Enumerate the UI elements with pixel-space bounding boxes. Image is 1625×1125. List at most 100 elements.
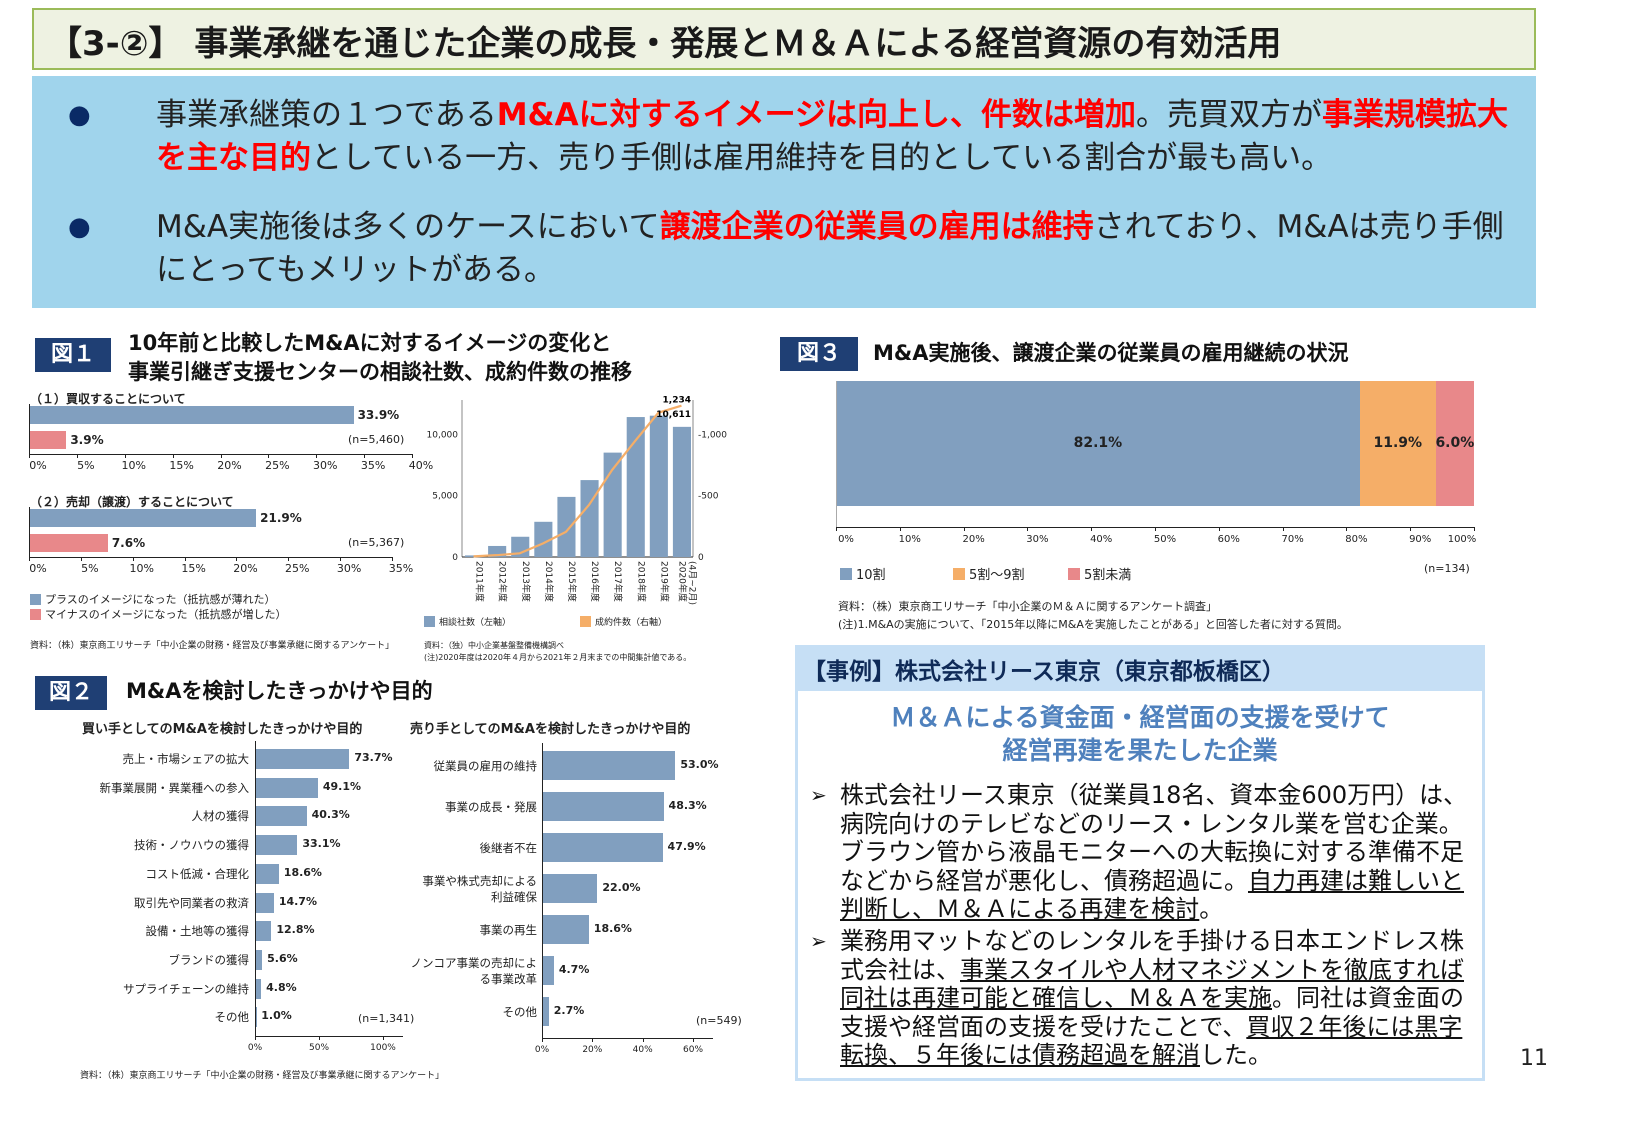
category-label: 売上・市場シェアの拡大 bbox=[122, 752, 250, 766]
tick-mark bbox=[364, 454, 366, 458]
tick-mark bbox=[392, 557, 393, 561]
tick-label: 30% bbox=[313, 459, 338, 472]
tick-label: 0% bbox=[29, 459, 47, 472]
tick-label: 35% bbox=[360, 459, 386, 472]
text-segment: 。同社は資金面の支援や経営面の支援を受けたことで、 bbox=[840, 984, 1464, 1041]
tick-mark bbox=[124, 454, 126, 458]
stacked-segment bbox=[1359, 381, 1436, 506]
data-label: 14.7% bbox=[278, 894, 317, 908]
data-label: 73.7% bbox=[354, 751, 393, 764]
tick-mark bbox=[1282, 527, 1284, 531]
n-label: (n=5,460) bbox=[348, 433, 405, 446]
tick-label: 35% bbox=[388, 562, 414, 575]
data-label: 12.8% bbox=[276, 923, 315, 937]
tick-mark bbox=[899, 527, 901, 531]
tick-mark bbox=[383, 1036, 384, 1040]
tick-label: 0% bbox=[29, 562, 47, 575]
tick-mark bbox=[132, 557, 134, 561]
legend-deals: 成約件数（右軸） bbox=[580, 615, 667, 628]
legend-label: 10割 bbox=[856, 568, 886, 583]
tick-mark bbox=[1155, 527, 1156, 531]
data-label: 5.6% bbox=[267, 951, 298, 965]
tick-mark bbox=[319, 1036, 320, 1040]
tick-label: 10% bbox=[129, 562, 154, 575]
tick-mark bbox=[268, 454, 270, 458]
tick-mark bbox=[255, 1036, 256, 1040]
bar-consultations bbox=[580, 480, 599, 557]
tick-mark bbox=[316, 454, 318, 458]
bar-minus bbox=[29, 431, 67, 449]
fig1-title-line1: 10年前と比較したM&Aに対するイメージの変化と bbox=[128, 331, 612, 355]
fig1-source: 資料：（株）東京商工リサーチ「中小企業の財務・経営及び事業承継に関するアンケート… bbox=[30, 641, 395, 651]
bar bbox=[255, 892, 274, 913]
y-axis-line bbox=[836, 381, 837, 527]
n-label: (n=549) bbox=[696, 1014, 742, 1027]
data-label: 33.9% bbox=[357, 408, 400, 422]
tick-label: 15% bbox=[169, 459, 194, 472]
legend-swatch bbox=[953, 567, 965, 580]
case-subtitle-line2: 経営再建を果たした企業 bbox=[1002, 736, 1278, 765]
fig1-trend-note: (注)2020年度は2020年４月から2021年２月末までの中間集計値である。 bbox=[424, 653, 692, 662]
tick-mark bbox=[1218, 527, 1220, 531]
tick-mark bbox=[1091, 527, 1093, 531]
data-label: 6.0% bbox=[1435, 435, 1475, 451]
legend-swatch bbox=[1068, 567, 1080, 580]
tick-label: 0% bbox=[247, 1043, 263, 1053]
fig2-seller-title: 売り手としてのM&Aを検討したきっかけや目的 bbox=[410, 722, 691, 737]
fig3-label: 図３ bbox=[780, 337, 858, 371]
data-label: 53.0% bbox=[680, 757, 719, 771]
tick-mark bbox=[76, 454, 78, 458]
bullet-dot-icon: ● bbox=[68, 212, 91, 242]
case-header: 【事例】株式会社リース東京（東京都板橋区） bbox=[795, 645, 1485, 691]
bar bbox=[255, 921, 272, 942]
stacked-segment bbox=[1435, 381, 1474, 506]
highlight-text: 譲渡企業の従業員の雇用は維持 bbox=[659, 209, 1094, 245]
category-label: 後継者不在 bbox=[479, 840, 538, 855]
tick-mark bbox=[172, 454, 174, 458]
category-label: 従業員の雇用の維持 bbox=[433, 758, 538, 773]
category-label: 事業の成長・発展 bbox=[445, 799, 537, 814]
bar bbox=[542, 751, 676, 780]
legend-item: 10割 bbox=[840, 564, 886, 583]
data-label: 2.7% bbox=[553, 1003, 585, 1017]
data-label: 7.6% bbox=[111, 536, 146, 550]
tick-label: 50% bbox=[308, 1043, 330, 1053]
case-subtitle: Ｍ＆Ａによる資金面・経営面の支援を受けて 経営再建を果たした企業 bbox=[798, 701, 1482, 767]
tick-label: 5% bbox=[81, 562, 99, 575]
legend-label: プラスのイメージになった（抵抗感が薄れた） bbox=[45, 593, 276, 606]
bar bbox=[542, 956, 554, 985]
legend-swatch bbox=[30, 608, 41, 620]
bar bbox=[542, 833, 663, 862]
fig3-note: (注)1.M&Aの実施について、「2015年以降にM&Aを実施したことがある」と… bbox=[838, 618, 1348, 631]
category-label: 事業や株式売却による 利益確保 bbox=[422, 873, 537, 904]
category-label: その他 bbox=[214, 1010, 250, 1025]
fig2-label: 図２ bbox=[35, 676, 107, 710]
tick-label: 80% bbox=[1345, 534, 1368, 545]
text-segment: としている一方、売り手側は雇用維持を目的としている割合が最も高い。 bbox=[311, 140, 1333, 176]
bar bbox=[255, 835, 298, 856]
left-tick-label: 0 bbox=[452, 553, 458, 563]
summary-text: 事業承継策の１つであるM&Aに対するイメージは向上し、件数は増加。売買双方が事業… bbox=[156, 94, 1508, 180]
fig1-trend-chart: 0 5,000 10,000 0 -500 -1,000 2011年度 2012年度 2013年… bbox=[427, 396, 728, 605]
text-segment: 業務用マットなどのレンタルを手掛ける日本エンドレス株式会社は、 bbox=[840, 927, 1464, 984]
tick-label: 70% bbox=[1281, 534, 1304, 545]
data-label: 1.0% bbox=[261, 1009, 292, 1023]
tick-label: 0% bbox=[838, 534, 854, 545]
tick-mark bbox=[1346, 527, 1348, 531]
x-tick-label: 2014年度 bbox=[543, 561, 555, 602]
tick-label: 15% bbox=[181, 562, 206, 575]
tick-mark bbox=[29, 557, 30, 561]
data-label: 82.1% bbox=[1073, 435, 1123, 451]
fig2-source: 資料：（株）東京商工リサーチ「中小企業の財務・経営及び事業承継に関するアンケート… bbox=[80, 1071, 445, 1081]
text-segment: M&A実施後は多くのケースにおいて bbox=[156, 209, 660, 245]
tick-label: 10% bbox=[121, 459, 146, 472]
tick-label: 100% bbox=[370, 1043, 396, 1053]
case-body: Ｍ＆Ａによる資金面・経営面の支援を受けて 経営再建を果たした企業 ➢ 株式会社リー… bbox=[795, 691, 1485, 1081]
tick-mark bbox=[412, 454, 413, 458]
tick-label: 30% bbox=[336, 562, 362, 575]
text-segment: した。 bbox=[1200, 1041, 1272, 1069]
stacked-segment bbox=[836, 381, 1360, 506]
tick-label: 100% bbox=[1447, 534, 1477, 545]
text-segment: されており、M&Aは売り手側にとってもメリットがある。 bbox=[156, 209, 1504, 288]
tick-label: 40% bbox=[1090, 534, 1113, 545]
